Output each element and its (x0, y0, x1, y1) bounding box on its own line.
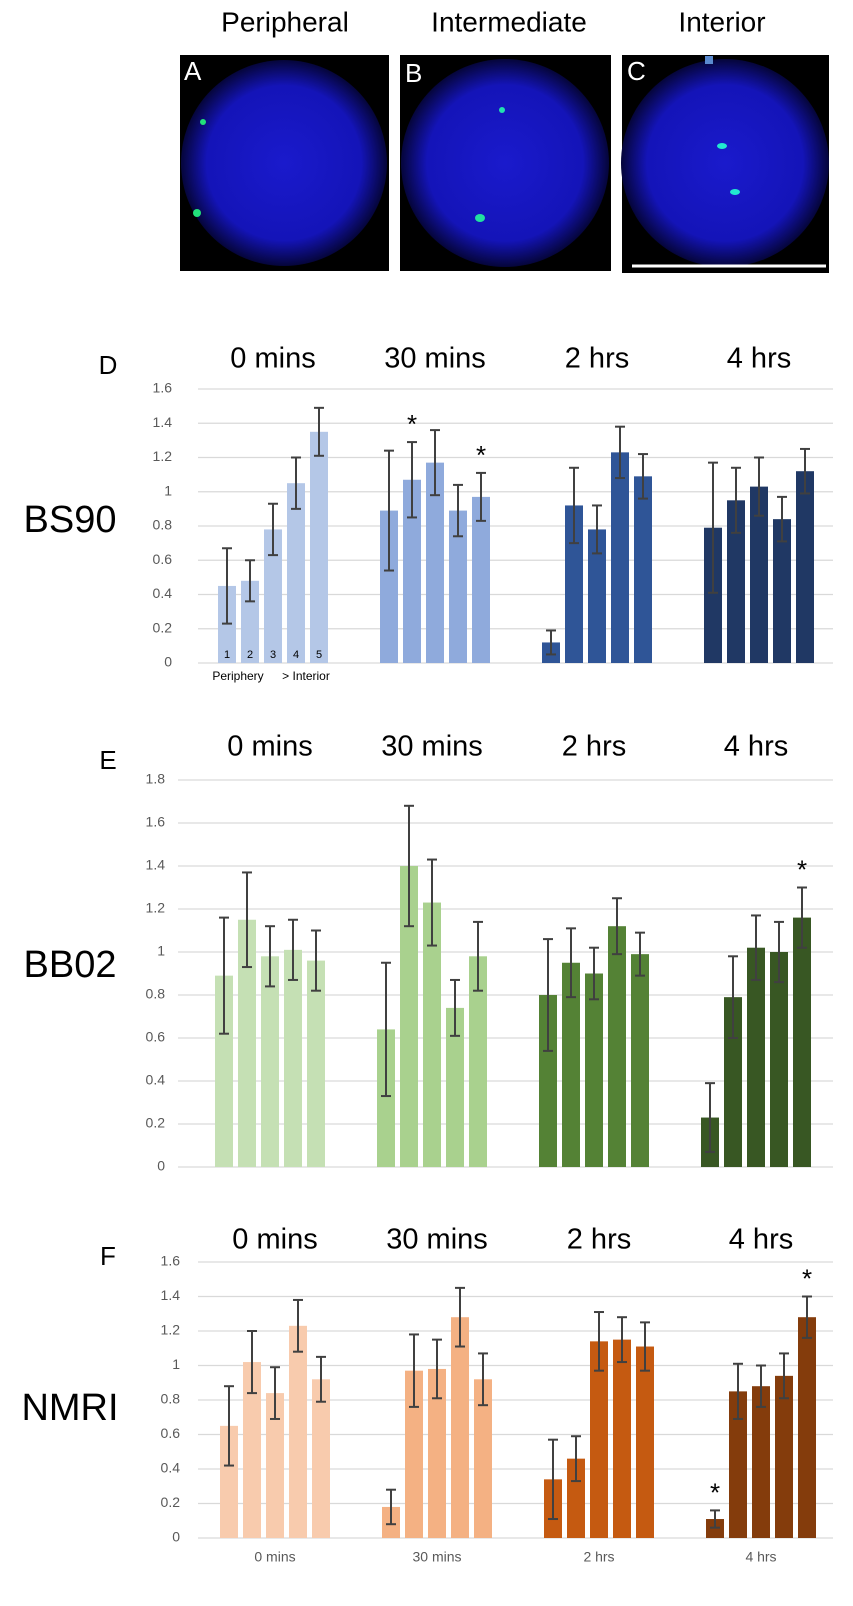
x-tick-label: 2 hrs (583, 1549, 614, 1565)
panel-letter: F (100, 1241, 116, 1271)
bar-label: 4 (293, 649, 299, 661)
y-tick-label: 1 (157, 943, 165, 959)
significance-mark: * (407, 409, 417, 439)
y-tick-label: 0.8 (153, 517, 173, 533)
y-tick-label: 1.2 (146, 900, 166, 916)
axis-note: Periphery (212, 669, 263, 683)
image-title: Peripheral (221, 6, 349, 37)
y-tick-label: 0.8 (146, 986, 166, 1002)
y-tick-label: 0.8 (161, 1391, 181, 1407)
y-tick-label: 0.2 (146, 1115, 166, 1131)
y-tick-label: 1.6 (146, 814, 166, 830)
y-tick-label: 0 (157, 1158, 165, 1174)
group-title: 2 hrs (567, 1224, 631, 1256)
y-tick-label: 1.2 (153, 448, 173, 464)
row-label: BS90 (24, 499, 117, 541)
bar (287, 483, 305, 663)
bar (284, 950, 302, 1167)
group-title: 2 hrs (565, 343, 629, 375)
bar-label: 3 (270, 649, 276, 661)
row-label: BB02 (24, 944, 117, 986)
y-tick-label: 0.6 (161, 1425, 181, 1441)
y-tick-label: 0.4 (146, 1072, 166, 1088)
y-tick-label: 0.6 (153, 551, 173, 567)
y-tick-label: 0.4 (153, 585, 173, 601)
x-tick-label: 0 mins (254, 1549, 295, 1565)
image-panel (180, 55, 389, 271)
panel-letter: A (184, 56, 202, 86)
x-tick-label: 4 hrs (745, 1549, 776, 1565)
bar-label: 5 (316, 649, 322, 661)
bar (634, 476, 652, 663)
bar (793, 918, 811, 1167)
image-panel (400, 55, 611, 271)
figure: Peripheral Intermediate Interior A B C D… (0, 0, 853, 1606)
group-title: 30 mins (384, 343, 486, 375)
bar (752, 1386, 770, 1538)
y-tick-label: 1.6 (153, 380, 173, 396)
image-title: Interior (678, 6, 765, 37)
bar (798, 1317, 816, 1538)
bar (585, 974, 603, 1168)
group-title: 30 mins (386, 1224, 488, 1256)
group-title: 0 mins (227, 731, 312, 763)
bar (770, 952, 788, 1167)
y-tick-label: 0.6 (146, 1029, 166, 1045)
bar-label: 2 (247, 649, 253, 661)
y-tick-label: 0.4 (161, 1460, 181, 1476)
y-tick-label: 0 (164, 654, 172, 670)
bar (310, 432, 328, 663)
axis-note: > Interior (282, 669, 330, 683)
bar (261, 956, 279, 1167)
panel-letter: C (627, 56, 646, 86)
image-title: Intermediate (431, 6, 587, 37)
significance-mark: * (797, 854, 807, 884)
group-title: 0 mins (232, 1224, 317, 1256)
x-tick-label: 30 mins (412, 1549, 461, 1565)
panel-letter: D (99, 350, 118, 380)
panel-letter: B (405, 58, 422, 88)
group-title: 0 mins (230, 343, 315, 375)
bar (631, 954, 649, 1167)
bar (289, 1326, 307, 1538)
panel-letter: E (99, 745, 116, 775)
group-title: 2 hrs (562, 731, 626, 763)
image-panel (621, 55, 829, 273)
significance-mark: * (802, 1263, 812, 1293)
bar (796, 471, 814, 663)
group-title: 30 mins (381, 731, 483, 763)
bar (451, 1317, 469, 1538)
bar (775, 1376, 793, 1538)
y-tick-label: 1.8 (146, 771, 166, 787)
significance-mark: * (476, 440, 486, 470)
y-tick-label: 1.4 (153, 414, 173, 430)
y-tick-label: 0 (172, 1529, 180, 1545)
y-tick-label: 1 (172, 1356, 180, 1372)
group-title: 4 hrs (729, 1224, 793, 1256)
row-label: NMRI (21, 1387, 118, 1429)
bar (611, 452, 629, 663)
bar (636, 1347, 654, 1538)
group-title: 4 hrs (727, 343, 791, 375)
y-tick-label: 0.2 (153, 619, 173, 635)
bar-label: 1 (224, 649, 230, 661)
y-tick-label: 1.4 (161, 1287, 181, 1303)
bar (312, 1379, 330, 1538)
significance-mark: * (710, 1477, 720, 1507)
y-tick-label: 1.4 (146, 857, 166, 873)
y-tick-label: 1 (164, 482, 172, 498)
y-tick-label: 1.2 (161, 1322, 181, 1338)
y-tick-label: 0.2 (161, 1494, 181, 1510)
y-tick-label: 1.6 (161, 1253, 181, 1269)
bar (608, 926, 626, 1167)
group-title: 4 hrs (724, 731, 788, 763)
bar (613, 1340, 631, 1538)
